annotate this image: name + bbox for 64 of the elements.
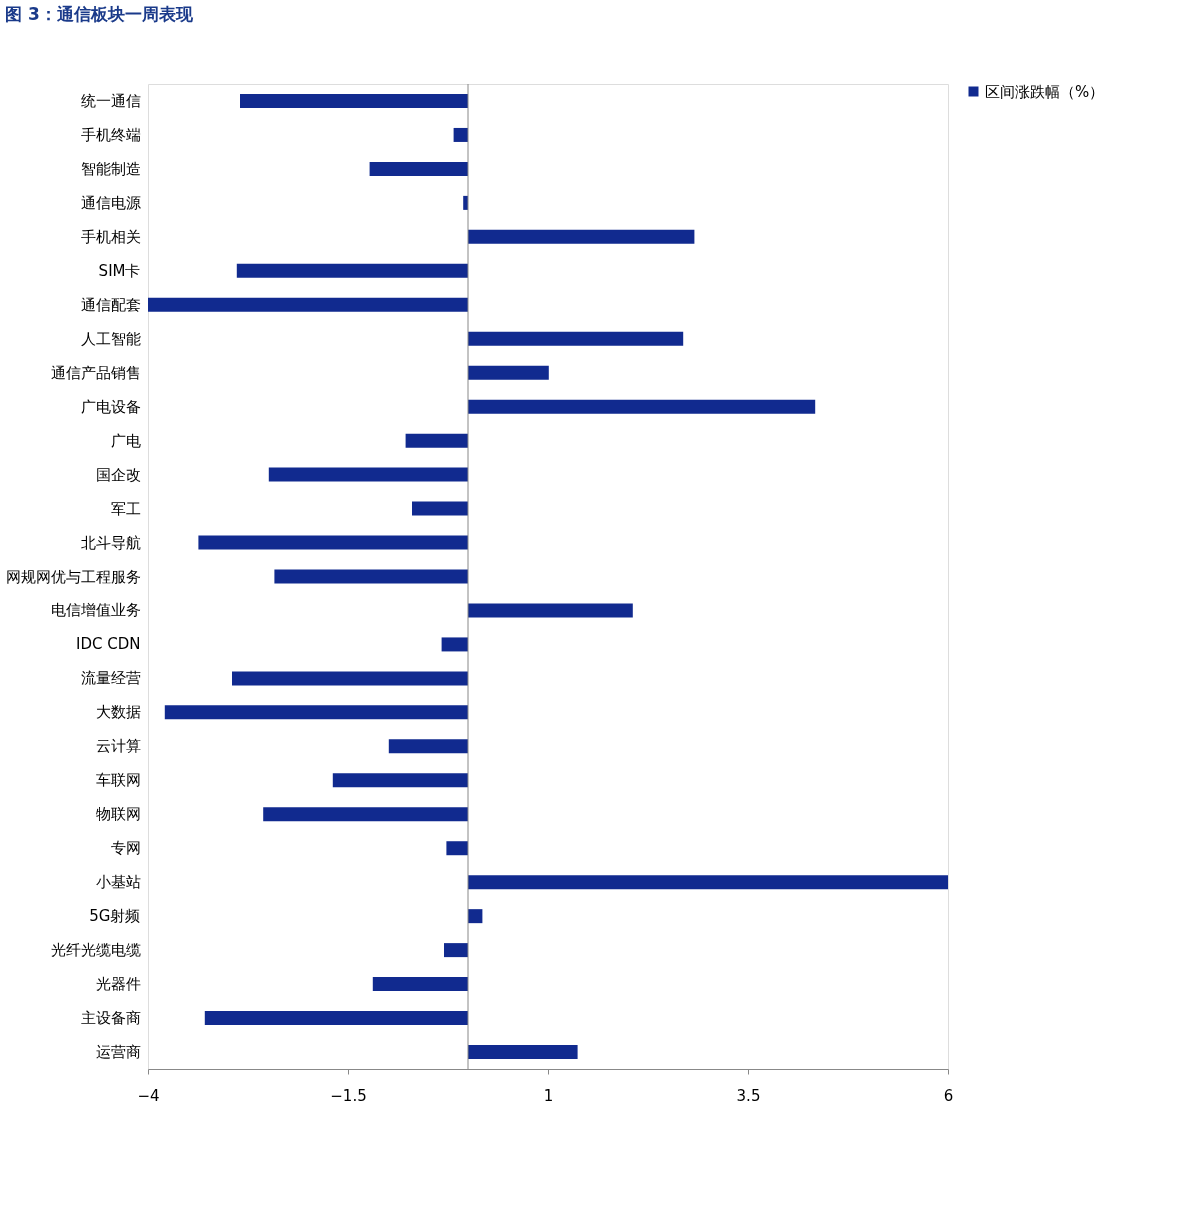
y-tick-label: SIM卡 — [98, 261, 141, 280]
y-tick-label: 5G射频 — [89, 907, 141, 926]
bar — [446, 841, 468, 856]
y-tick-label: 云计算 — [95, 737, 141, 756]
y-tick-label: 北斗导航 — [80, 533, 141, 552]
y-tick-label: 小基站 — [95, 873, 141, 892]
bar — [453, 127, 468, 142]
bar — [468, 875, 948, 890]
bar — [268, 467, 468, 482]
y-tick-label: 军工 — [110, 499, 141, 518]
bar — [263, 807, 468, 822]
bar — [468, 603, 633, 618]
y-tick-label: 车联网 — [95, 771, 141, 790]
y-tick-label: 统一通信 — [80, 91, 141, 110]
y-tick-label: 光纤光缆电缆 — [50, 941, 141, 960]
bar — [468, 365, 549, 380]
y-tick-label: 智能制造 — [80, 159, 141, 178]
bar — [468, 1045, 578, 1060]
bar — [274, 569, 468, 584]
x-tick-label: 3.5 — [736, 1086, 761, 1105]
bar — [198, 535, 468, 550]
bar — [164, 705, 468, 720]
y-tick-label: 主设备商 — [80, 1009, 141, 1028]
bar — [236, 263, 468, 278]
y-tick-label: 广电 — [110, 431, 141, 450]
bar — [468, 229, 695, 244]
x-tick-label: 1 — [543, 1086, 554, 1105]
y-tick-label: 手机相关 — [80, 227, 141, 246]
y-tick-label: 通信产品销售 — [50, 363, 141, 382]
bar — [369, 161, 468, 176]
x-tick-label: −1.5 — [330, 1086, 367, 1105]
y-tick-label: 光器件 — [95, 975, 141, 994]
y-tick-label: 网规网优与工程服务 — [5, 567, 141, 586]
bar — [204, 1011, 468, 1026]
bar — [372, 977, 468, 992]
bar — [412, 501, 468, 516]
bar — [405, 433, 468, 448]
bar — [444, 943, 468, 958]
chart-title: 图 3：通信板块一周表现 — [5, 3, 194, 24]
y-tick-label: 通信配套 — [80, 295, 141, 314]
y-tick-label: 人工智能 — [80, 329, 141, 348]
bar — [468, 399, 816, 414]
legend-label: 区间涨跌幅（%） — [985, 82, 1105, 101]
bar — [441, 637, 468, 652]
y-tick-label: 专网 — [110, 839, 141, 858]
y-tick-label: 大数据 — [95, 703, 141, 722]
y-tick-label: 物联网 — [95, 805, 141, 824]
y-tick-label: 流量经营 — [80, 669, 141, 688]
bar — [148, 297, 468, 312]
x-tick-label: 6 — [943, 1086, 954, 1105]
x-tick-label: −4 — [137, 1086, 160, 1105]
y-tick-label: 电信增值业务 — [50, 601, 141, 620]
bar — [240, 93, 468, 108]
bar — [332, 773, 468, 788]
bar — [388, 739, 468, 754]
y-tick-label: 通信电源 — [80, 193, 141, 212]
y-tick-label: 国企改 — [95, 465, 141, 484]
bar — [468, 331, 684, 346]
y-tick-label: 广电设备 — [80, 397, 141, 416]
y-tick-label: 手机终端 — [80, 125, 141, 144]
bar — [468, 909, 483, 924]
y-tick-label: IDC CDN — [76, 635, 141, 654]
y-tick-label: 运营商 — [95, 1043, 141, 1062]
bar — [232, 671, 468, 686]
